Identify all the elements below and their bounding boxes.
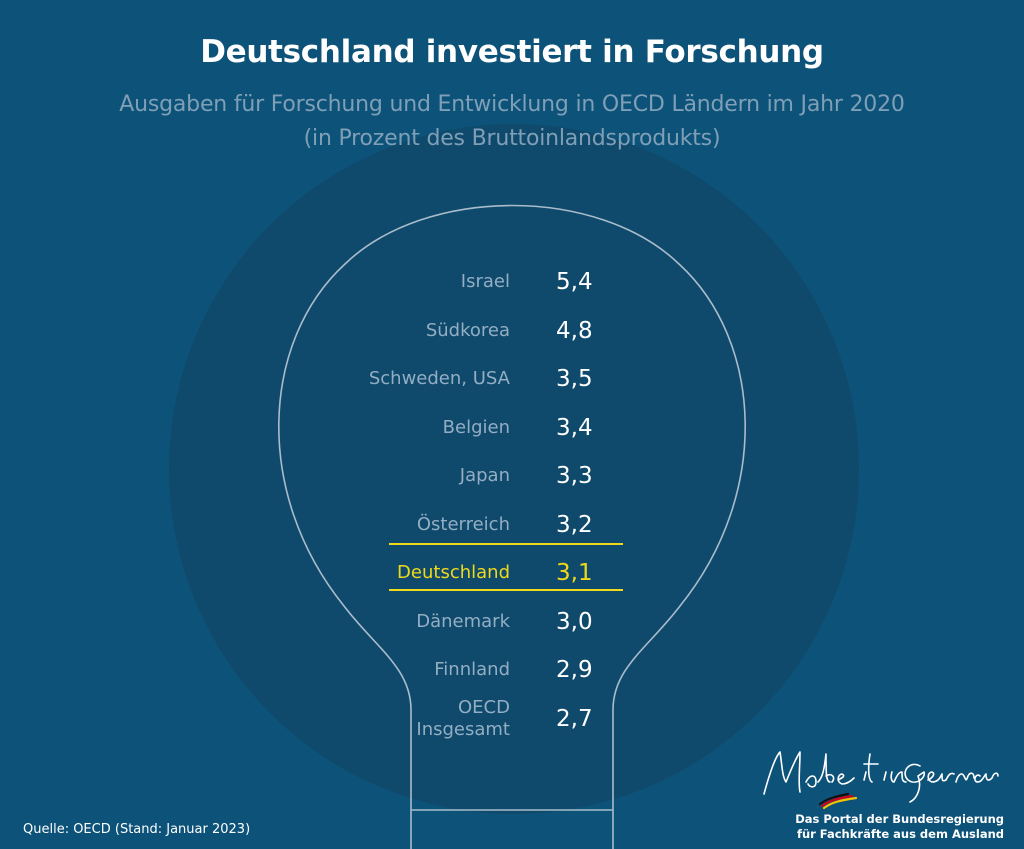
- source-note: Quelle: OECD (Stand: Januar 2023): [23, 822, 251, 837]
- country-label: Schweden, USA: [368, 368, 510, 389]
- value-label: 3,2: [556, 511, 593, 538]
- table-row: Belgien 3,4: [300, 408, 640, 448]
- country-label: Südkorea: [425, 319, 510, 341]
- highlight-line-top: [389, 543, 623, 545]
- highlight-line-bottom: [389, 589, 623, 591]
- value-label: 3,4: [556, 414, 593, 441]
- value-label: 5,4: [556, 269, 593, 295]
- chart-subtitle-line-2: (in Prozent des Bruttoinlandsprodukts): [303, 126, 721, 151]
- chart-subtitle-line-1: Ausgaben für Forschung und Entwicklung i…: [119, 92, 905, 117]
- country-label: Deutschland: [397, 562, 510, 583]
- table-row: Schweden, USA 3,5: [300, 359, 640, 399]
- logo-tagline-line-2: für Fachkräfte aus dem Ausland: [796, 827, 1004, 841]
- country-label: Israel: [460, 271, 510, 292]
- table-row: Österreich 3,2: [300, 505, 640, 545]
- value-label: 2,7: [556, 705, 593, 732]
- logo-tagline-line-1: Das Portal der Bundesregierung: [795, 812, 1004, 826]
- table-row: Finnland 2,9: [300, 650, 640, 690]
- chart-title: Deutschland investiert in Forschung: [200, 34, 824, 70]
- country-label: Finnland: [434, 659, 510, 680]
- table-row: Deutschland 3,1: [300, 553, 640, 593]
- table-row: OECD Insgesamt 2,7: [300, 697, 640, 740]
- make-it-in-germany-logo: [763, 751, 999, 810]
- country-label: OECD Insgesamt: [416, 696, 510, 740]
- table-row: Südkorea 4,8: [300, 311, 640, 351]
- value-label: 4,8: [556, 317, 593, 344]
- country-label: Belgien: [442, 416, 510, 438]
- country-label: Österreich: [416, 513, 510, 535]
- table-row: Dänemark 3,0: [300, 602, 640, 642]
- value-label: 3,1: [556, 560, 593, 586]
- value-label: 3,0: [556, 608, 593, 635]
- country-label: Dänemark: [416, 610, 510, 632]
- table-row: Israel 5,4: [300, 262, 640, 302]
- value-label: 3,3: [556, 463, 593, 489]
- country-label: Japan: [459, 465, 510, 486]
- value-label: 2,9: [556, 657, 593, 683]
- table-row: Japan 3,3: [300, 456, 640, 496]
- background-circle: [169, 124, 859, 814]
- value-label: 3,5: [556, 366, 593, 392]
